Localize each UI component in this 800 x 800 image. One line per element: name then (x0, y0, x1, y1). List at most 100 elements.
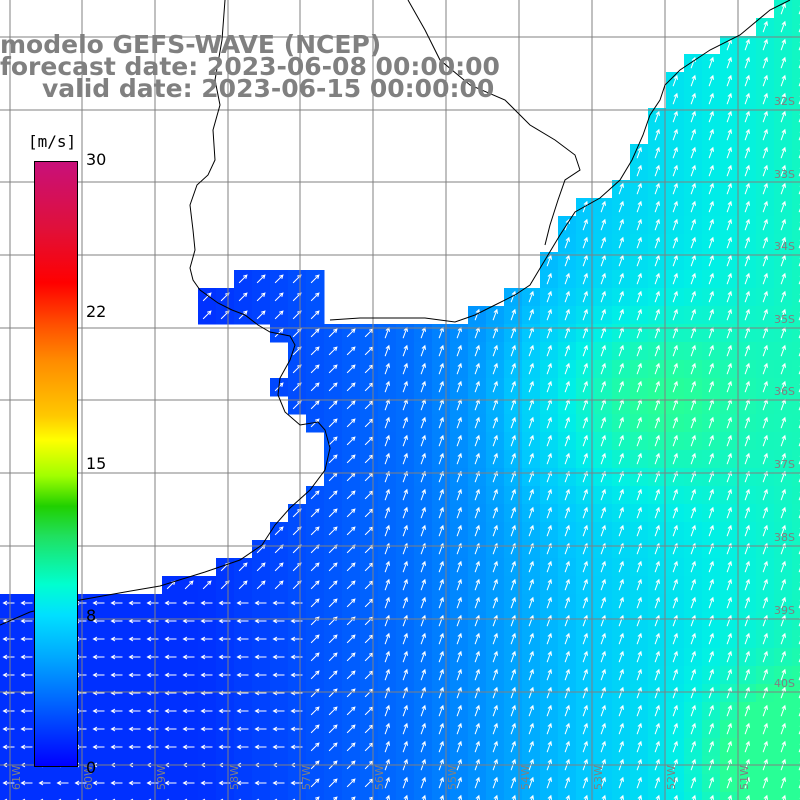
field-cell (792, 234, 800, 253)
wind-arrow (600, 470, 606, 483)
wind-arrow (182, 654, 195, 660)
wind-arrow (780, 416, 786, 429)
wind-arrow (218, 672, 231, 678)
wind-arrow (636, 290, 642, 303)
wind-arrow (636, 164, 642, 177)
wind-arrow (236, 618, 249, 624)
wind-arrow (672, 434, 678, 447)
wind-arrow (726, 524, 732, 537)
wind-arrow (384, 488, 390, 501)
wind-arrow (528, 290, 534, 303)
wind-arrow (420, 488, 426, 501)
wind-arrow (128, 780, 141, 786)
wind-arrow (672, 668, 678, 681)
wind-arrow (726, 272, 732, 285)
wind-arrow (384, 416, 390, 429)
wind-arrow (636, 704, 642, 717)
wind-arrow (92, 726, 105, 732)
field-cell (540, 792, 559, 800)
wind-arrow (744, 740, 750, 753)
wind-arrow (438, 704, 444, 717)
wind-arrow (780, 506, 786, 519)
wind-arrow (236, 744, 249, 750)
wind-arrow (762, 614, 768, 627)
wind-arrow (618, 740, 624, 753)
field-cell (792, 702, 800, 721)
wind-arrow (690, 578, 696, 591)
wind-arrow (762, 146, 768, 159)
wind-arrow (492, 650, 498, 663)
wind-arrow (402, 506, 408, 519)
wind-arrow (762, 668, 768, 681)
wind-arrow (492, 380, 498, 393)
wind-arrow (690, 146, 696, 159)
field-cell (612, 792, 631, 800)
field-cell (792, 432, 800, 451)
wind-arrow (600, 632, 606, 645)
wind-arrow (128, 636, 141, 642)
wind-arrow (582, 218, 588, 231)
wind-arrow (762, 20, 768, 33)
lat-label: 34S (774, 240, 795, 253)
wind-arrow (762, 416, 768, 429)
wind-arrow (600, 560, 606, 573)
wind-arrow (654, 470, 660, 483)
wind-arrow (654, 380, 660, 393)
wind-arrow (618, 704, 624, 717)
wind-arrow (310, 598, 320, 608)
wind-arrow (636, 452, 642, 465)
wind-arrow (672, 506, 678, 519)
field-cell (792, 270, 800, 289)
wind-arrow (672, 110, 678, 123)
wind-arrow (236, 726, 249, 732)
wind-arrow (564, 236, 570, 249)
field-cell (792, 324, 800, 343)
wind-arrow (618, 722, 624, 735)
wind-arrow (762, 704, 768, 717)
wind-arrow (762, 686, 768, 699)
wind-arrow (672, 488, 678, 501)
wind-arrow (128, 600, 141, 606)
wind-arrow (420, 650, 426, 663)
wind-arrow (636, 740, 642, 753)
wind-arrow (546, 560, 552, 573)
wind-arrow (690, 776, 696, 789)
wind-arrow (672, 92, 678, 105)
wind-arrow (582, 308, 588, 321)
field-cell (252, 792, 271, 800)
wind-arrow (636, 380, 642, 393)
wind-arrow (582, 506, 588, 519)
wind-arrow (690, 74, 696, 87)
wind-arrow (384, 740, 390, 753)
wind-arrow (328, 778, 338, 788)
wind-arrow (402, 524, 408, 537)
wind-arrow (708, 236, 714, 249)
wind-arrow (708, 56, 714, 69)
wind-arrow (636, 236, 642, 249)
wind-arrow (128, 708, 141, 714)
wind-arrow (420, 740, 426, 753)
wind-arrow (546, 452, 552, 465)
wind-arrow (582, 434, 588, 447)
wind-arrow (726, 308, 732, 321)
wind-arrow (384, 686, 390, 699)
wind-arrow (474, 344, 480, 357)
wind-arrow (218, 636, 231, 642)
wind-arrow (726, 506, 732, 519)
wind-arrow (672, 632, 678, 645)
wind-arrow (564, 488, 570, 501)
wind-arrow (438, 362, 444, 375)
uruguay-coast (329, 0, 791, 323)
wind-arrow (762, 452, 768, 465)
wind-arrow (690, 200, 696, 213)
wind-arrow (600, 524, 606, 537)
wind-arrow (636, 470, 642, 483)
wind-arrow (600, 776, 606, 789)
wind-arrow (182, 618, 195, 624)
wind-arrow (600, 200, 606, 213)
wind-arrow (2, 708, 15, 714)
field-cell (288, 792, 307, 800)
wind-arrow (654, 488, 660, 501)
wind-arrow (708, 470, 714, 483)
wind-arrow (690, 182, 696, 195)
